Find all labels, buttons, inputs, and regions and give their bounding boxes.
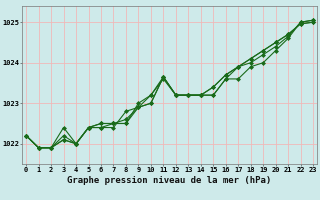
X-axis label: Graphe pression niveau de la mer (hPa): Graphe pression niveau de la mer (hPa) [68, 176, 272, 185]
